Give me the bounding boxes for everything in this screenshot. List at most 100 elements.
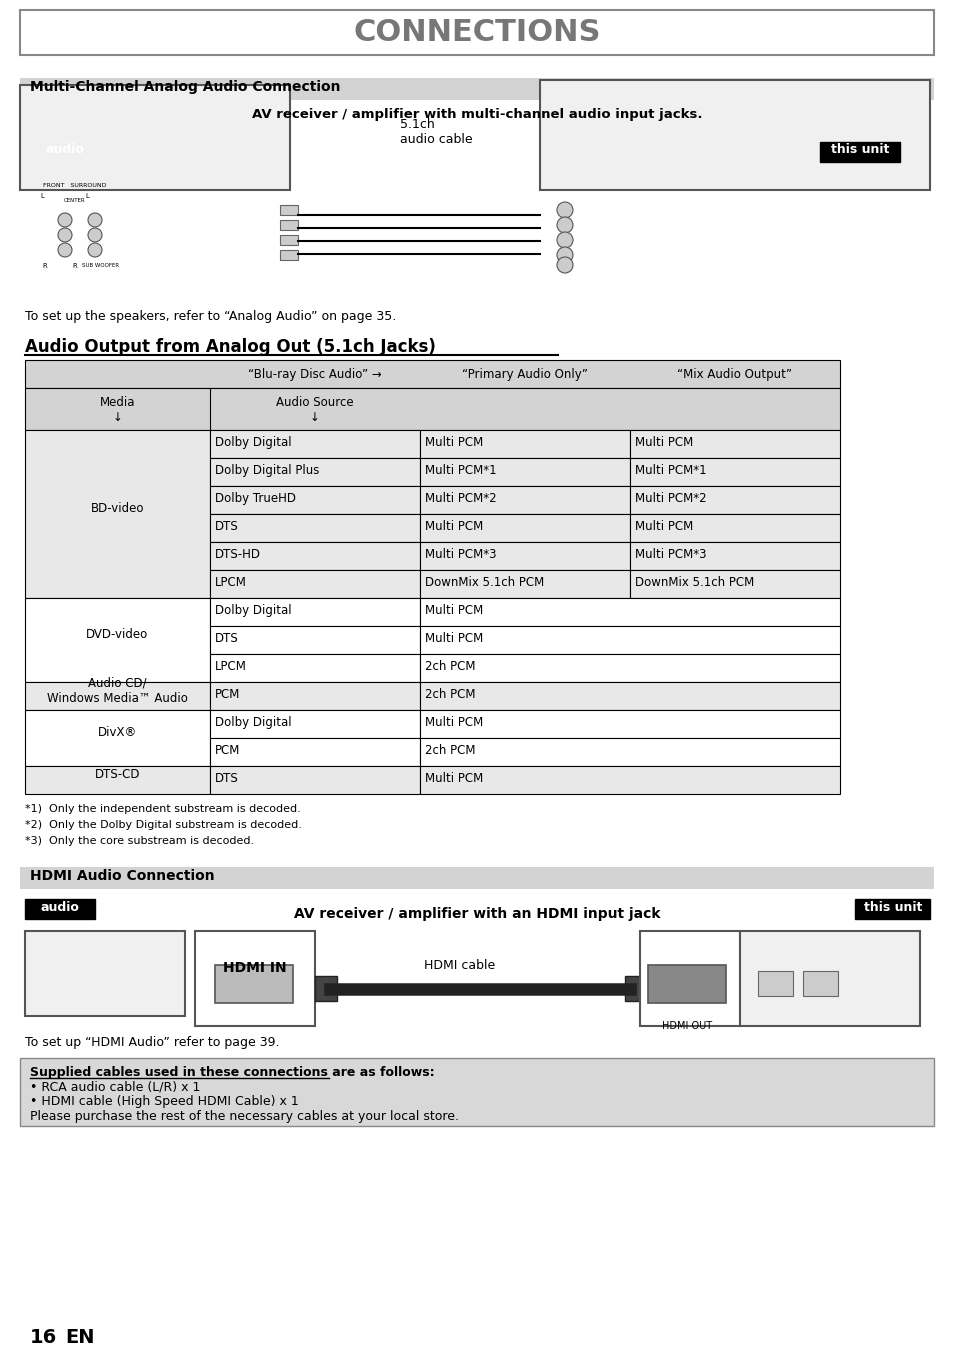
Text: Supplied cables used in these connections are as follows:: Supplied cables used in these connection…: [30, 1066, 435, 1078]
Text: Dolby Digital Plus: Dolby Digital Plus: [214, 464, 319, 477]
Bar: [820, 142, 899, 162]
Text: Audio Source
↓: Audio Source ↓: [276, 396, 354, 425]
Text: audio: audio: [41, 900, 79, 914]
Text: L: L: [85, 193, 89, 200]
Text: DTS: DTS: [214, 772, 238, 785]
Bar: [539, 80, 929, 190]
Bar: [419, 766, 840, 794]
Bar: [210, 654, 419, 682]
Bar: [210, 710, 419, 737]
Bar: [210, 737, 419, 766]
Bar: [25, 710, 210, 766]
Bar: [20, 867, 933, 888]
Bar: [280, 220, 297, 231]
Text: PCM: PCM: [214, 687, 240, 701]
Text: AV receiver / amplifier with multi-channel audio input jacks.: AV receiver / amplifier with multi-chann…: [252, 108, 701, 121]
Bar: [629, 570, 840, 599]
Text: DTS-HD: DTS-HD: [214, 549, 261, 561]
Text: DTS: DTS: [214, 632, 238, 644]
Text: L: L: [40, 193, 44, 200]
Bar: [20, 9, 933, 55]
Text: “Primary Audio Only”: “Primary Audio Only”: [461, 368, 587, 381]
Bar: [210, 625, 419, 654]
Text: HDMI Audio Connection: HDMI Audio Connection: [30, 869, 214, 883]
Bar: [419, 570, 629, 599]
Bar: [280, 235, 297, 245]
Text: Please purchase the rest of the necessary cables at your local store.: Please purchase the rest of the necessar…: [30, 1109, 458, 1123]
Bar: [802, 971, 837, 996]
Bar: [419, 430, 629, 458]
Text: FRONT   SURROUND: FRONT SURROUND: [43, 183, 107, 187]
Text: Multi PCM: Multi PCM: [424, 632, 483, 644]
Text: Multi PCM*3: Multi PCM*3: [635, 549, 706, 561]
Text: DivX®: DivX®: [98, 727, 137, 740]
Text: *1)  Only the independent substream is decoded.: *1) Only the independent substream is de…: [25, 803, 300, 814]
Text: To set up “HDMI Audio” refer to page 39.: To set up “HDMI Audio” refer to page 39.: [25, 1037, 279, 1049]
Bar: [419, 682, 840, 710]
Bar: [210, 542, 419, 570]
Circle shape: [557, 217, 573, 233]
Text: • RCA audio cable (L/R) x 1: • RCA audio cable (L/R) x 1: [30, 1080, 200, 1093]
Bar: [740, 931, 919, 1026]
Text: Dolby Digital: Dolby Digital: [214, 604, 292, 617]
Bar: [25, 388, 840, 430]
Text: Multi PCM*2: Multi PCM*2: [424, 492, 497, 506]
Text: audio: audio: [46, 143, 85, 156]
Text: *3)  Only the core substream is decoded.: *3) Only the core substream is decoded.: [25, 836, 253, 847]
Bar: [214, 965, 293, 1003]
Text: 2ch PCM: 2ch PCM: [424, 661, 475, 673]
Text: Multi PCM*1: Multi PCM*1: [424, 464, 497, 477]
Bar: [419, 487, 629, 514]
Bar: [419, 514, 629, 542]
Text: Audio CD/
Windows Media™ Audio: Audio CD/ Windows Media™ Audio: [47, 677, 188, 705]
Text: Multi PCM*1: Multi PCM*1: [635, 464, 706, 477]
Text: “Mix Audio Output”: “Mix Audio Output”: [677, 368, 792, 381]
Text: DTS-CD: DTS-CD: [94, 768, 140, 782]
Text: CENTER: CENTER: [64, 198, 86, 204]
Circle shape: [58, 243, 71, 257]
Bar: [419, 458, 629, 487]
Bar: [20, 1058, 933, 1126]
Bar: [419, 737, 840, 766]
Text: Dolby TrueHD: Dolby TrueHD: [214, 492, 295, 506]
Bar: [25, 599, 210, 682]
Bar: [280, 249, 297, 260]
Bar: [629, 458, 840, 487]
Bar: [639, 931, 740, 1026]
Text: Audio Output from Analog Out (5.1ch Jacks): Audio Output from Analog Out (5.1ch Jack…: [25, 338, 436, 356]
Bar: [624, 976, 646, 1002]
Text: HDMI cable: HDMI cable: [424, 958, 496, 972]
Text: EN: EN: [65, 1328, 94, 1347]
Text: SUB WOOFER: SUB WOOFER: [82, 263, 119, 268]
Bar: [210, 430, 419, 458]
Bar: [210, 458, 419, 487]
Text: DownMix 5.1ch PCM: DownMix 5.1ch PCM: [424, 576, 543, 589]
Text: Media
↓: Media ↓: [100, 396, 135, 425]
Circle shape: [58, 213, 71, 226]
Bar: [210, 570, 419, 599]
Bar: [758, 971, 792, 996]
Text: To set up the speakers, refer to “Analog Audio” on page 35.: To set up the speakers, refer to “Analog…: [25, 310, 395, 324]
Bar: [210, 682, 419, 710]
Bar: [854, 899, 929, 919]
Text: 16: 16: [30, 1328, 57, 1347]
Bar: [25, 682, 210, 710]
Text: Multi PCM: Multi PCM: [635, 520, 693, 532]
Bar: [419, 654, 840, 682]
Bar: [210, 599, 419, 625]
Text: Multi PCM: Multi PCM: [635, 435, 693, 449]
Text: Multi PCM: Multi PCM: [424, 772, 483, 785]
Text: Multi PCM: Multi PCM: [424, 435, 483, 449]
Circle shape: [58, 228, 71, 243]
Bar: [20, 85, 290, 190]
Text: Multi PCM: Multi PCM: [424, 520, 483, 532]
Bar: [647, 965, 725, 1003]
Bar: [419, 599, 840, 625]
Circle shape: [88, 213, 102, 226]
Bar: [20, 78, 933, 100]
Circle shape: [557, 202, 573, 218]
Text: DownMix 5.1ch PCM: DownMix 5.1ch PCM: [635, 576, 754, 589]
Text: DVD-video: DVD-video: [87, 628, 149, 642]
Text: 2ch PCM: 2ch PCM: [424, 687, 475, 701]
Bar: [314, 976, 336, 1002]
